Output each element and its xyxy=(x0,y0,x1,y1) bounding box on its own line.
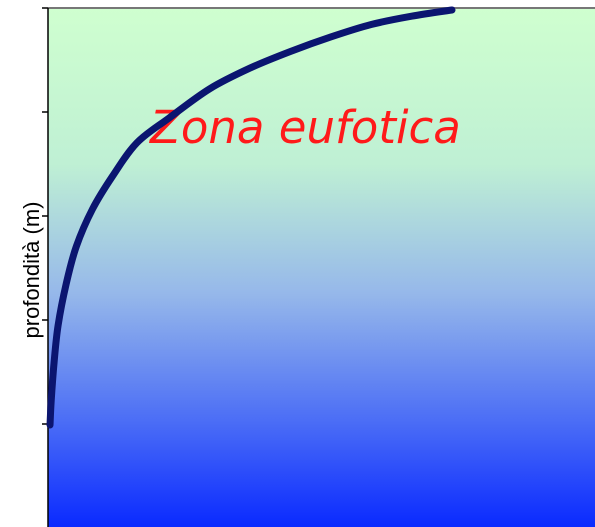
zone-annotation: Zona eufotica xyxy=(149,101,461,154)
plot-area xyxy=(48,8,595,527)
series-layer xyxy=(46,6,456,429)
y-axis xyxy=(42,7,49,527)
series-line-0 xyxy=(46,6,456,429)
y-axis-label: profondità (m) xyxy=(19,202,44,339)
